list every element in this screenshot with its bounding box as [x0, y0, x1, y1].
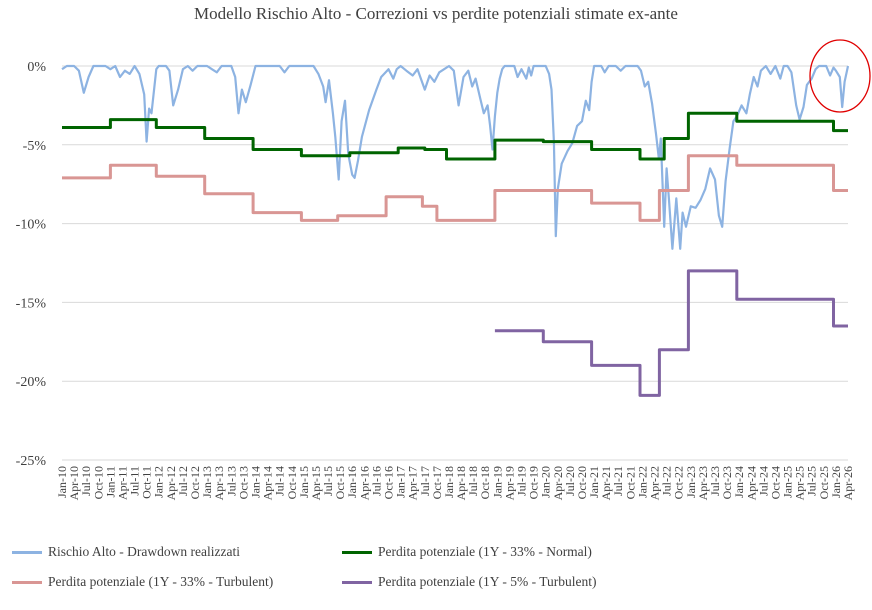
y-tick-label: -10% [16, 218, 47, 233]
x-tick-label: Oct-16 [381, 466, 395, 499]
y-tick-label: -5% [23, 139, 47, 154]
x-tick-label: Jul-25 [805, 466, 819, 496]
x-tick-label: Jan-15 [297, 466, 311, 498]
series-drawdown [61, 64, 850, 250]
x-tick-label: Apr-14 [261, 466, 275, 500]
x-tick-label: Oct-13 [236, 466, 250, 499]
x-tick-label: Jan-17 [394, 466, 408, 498]
x-tick-label: Oct-19 [527, 466, 541, 499]
x-tick-label: Oct-25 [817, 466, 831, 499]
legend-item-turbulent-33: Perdita potenziale (1Y - 33% - Turbulent… [12, 574, 273, 590]
x-tick-label: Jul-19 [515, 466, 529, 496]
x-tick-label: Oct-24 [768, 466, 782, 499]
x-tick-label: Apr-10 [67, 466, 81, 500]
x-tick-label: Jan-20 [539, 466, 553, 498]
legend-item-normal: Perdita potenziale (1Y - 33% - Normal) [342, 544, 592, 560]
x-tick-label: Jul-11 [128, 466, 142, 496]
x-tick-label: Jul-17 [418, 466, 432, 496]
x-tick-label: Apr-12 [164, 466, 178, 500]
legend-item-drawdown: Rischio Alto - Drawdown realizzati [12, 544, 240, 560]
x-tick-label: Apr-15 [309, 466, 323, 500]
series-turbulent-5 [494, 269, 848, 397]
series-normal-33 [62, 111, 848, 161]
x-tick-label: Oct-14 [285, 466, 299, 499]
x-tick-label: Oct-23 [720, 466, 734, 499]
x-tick-label: Apr-20 [551, 466, 565, 500]
x-tick-label: Apr-18 [454, 466, 468, 500]
x-tick-label: Apr-26 [841, 466, 855, 500]
x-tick-label: Oct-18 [478, 466, 492, 499]
series-lines [61, 64, 850, 397]
legend-label-turbulent-33: Perdita potenziale (1Y - 33% - Turbulent… [48, 574, 274, 589]
x-tick-label: Jan-14 [248, 466, 262, 498]
x-tick-label: Oct-12 [188, 466, 202, 499]
x-tick-label: Jan-18 [442, 466, 456, 498]
x-tick-label: Apr-16 [357, 466, 371, 500]
x-tick-label: Jan-22 [635, 466, 649, 498]
x-tick-label: Jul-15 [321, 466, 335, 496]
x-tick-label: Apr-17 [406, 466, 420, 500]
x-tick-label: Oct-15 [333, 466, 347, 499]
legend-swatch-turbulent-5 [342, 580, 372, 584]
x-tick-label: Jan-19 [490, 466, 504, 498]
legend-item-turbulent-5: Perdita potenziale (1Y - 5% - Turbulent) [342, 574, 596, 590]
x-tick-label: Jul-21 [611, 466, 625, 496]
x-tick-label: Jul-20 [563, 466, 577, 496]
x-tick-label: Oct-10 [91, 466, 105, 499]
legend-label-turbulent-5: Perdita potenziale (1Y - 5% - Turbulent) [378, 574, 597, 589]
x-tick-label: Jan-13 [200, 466, 214, 498]
x-tick-label: Oct-11 [140, 466, 154, 499]
legend-swatch-turbulent-33 [12, 580, 42, 584]
x-tick-label: Apr-24 [744, 466, 758, 500]
series-turbulent-33 [62, 154, 848, 222]
x-tick-label: Jan-23 [684, 466, 698, 498]
x-tick-label: Jan-12 [152, 466, 166, 498]
legend-label-drawdown: Rischio Alto - Drawdown realizzati [48, 544, 240, 559]
x-tick-label: Jan-25 [781, 466, 795, 498]
x-tick-label: Apr-25 [793, 466, 807, 500]
chart-title: Modello Rischio Alto - Correzioni vs per… [194, 4, 678, 23]
x-tick-label: Jan-21 [587, 466, 601, 498]
y-tick-label: 0% [27, 60, 46, 75]
x-tick-label: Jan-26 [829, 466, 843, 498]
x-tick-label: Apr-21 [599, 466, 613, 500]
x-tick-label: Jul-14 [273, 466, 287, 496]
legend-swatch-drawdown [12, 550, 42, 554]
x-tick-label: Jan-10 [55, 466, 69, 498]
x-tick-label: Jul-23 [708, 466, 722, 496]
x-tick-label: Jul-16 [369, 466, 383, 496]
x-tick-label: Oct-20 [575, 466, 589, 499]
y-axis-tick-labels: 0% -5% -10% -15% -20% -25% [16, 60, 47, 469]
x-tick-label: Jul-24 [756, 466, 770, 496]
highlight-ellipse [809, 39, 871, 113]
x-tick-label: Apr-22 [648, 466, 662, 500]
x-tick-label: Oct-21 [623, 466, 637, 499]
x-tick-label: Jul-18 [466, 466, 480, 496]
x-tick-label: Apr-19 [502, 466, 516, 500]
y-tick-label: -20% [16, 375, 47, 390]
x-tick-label: Jan-16 [345, 466, 359, 498]
x-tick-label: Jul-10 [79, 466, 93, 496]
x-axis: Jan-10Apr-10Jul-10Oct-10Jan-11Apr-11Jul-… [55, 466, 855, 500]
y-tick-label: -15% [16, 296, 47, 311]
x-tick-label: Jul-13 [224, 466, 238, 496]
x-tick-label: Oct-22 [672, 466, 686, 499]
x-tick-label: Jan-24 [732, 466, 746, 498]
x-tick-label: Apr-23 [696, 466, 710, 500]
annotations [809, 39, 871, 113]
x-tick-label: Jul-22 [660, 466, 674, 496]
x-tick-label: Oct-17 [430, 466, 444, 499]
x-tick-label: Apr-13 [212, 466, 226, 500]
legend-label-normal: Perdita potenziale (1Y - 33% - Normal) [378, 544, 592, 559]
y-tick-label: -25% [16, 454, 47, 469]
x-tick-label: Jul-12 [176, 466, 190, 496]
x-tick-label: Jan-11 [103, 466, 117, 498]
legend-swatch-normal [342, 550, 372, 554]
x-tick-label: Apr-11 [115, 466, 129, 500]
gridlines [62, 65, 848, 461]
